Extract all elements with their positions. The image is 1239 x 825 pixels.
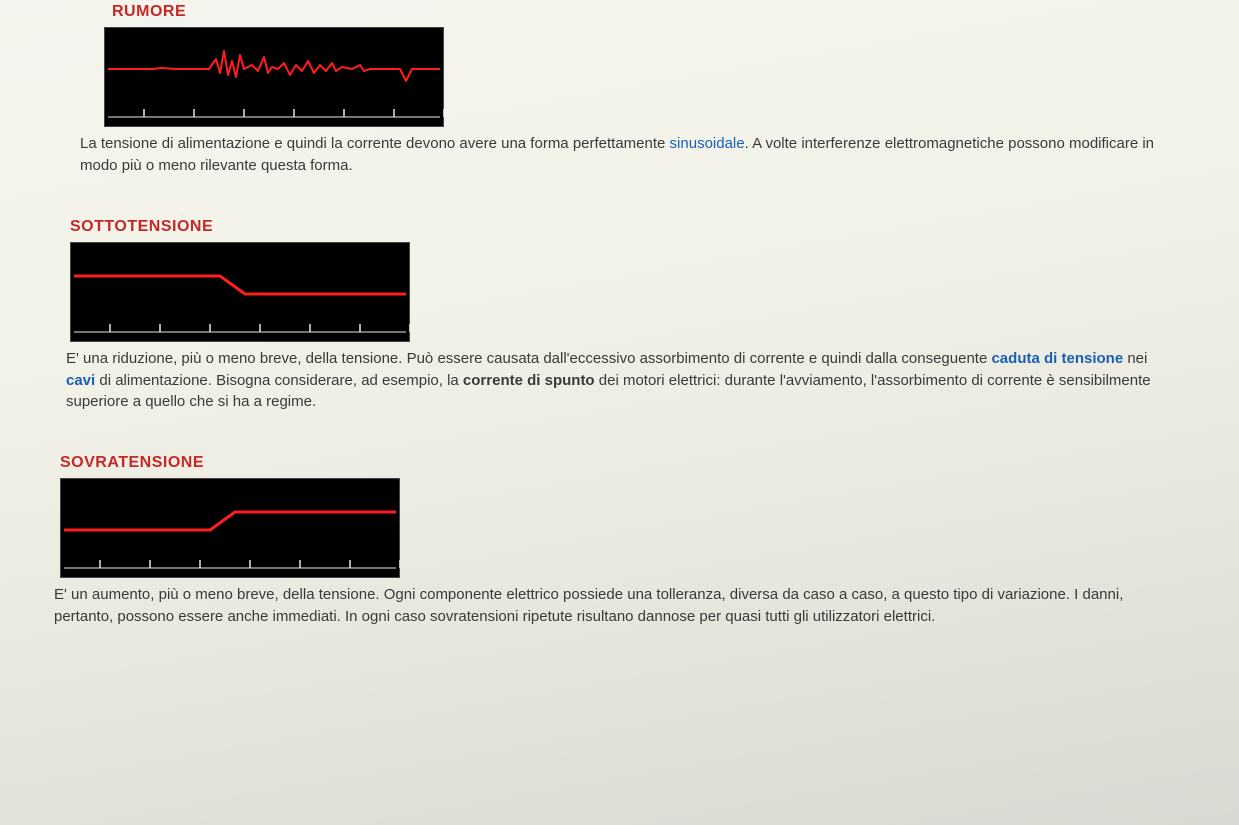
inline-link[interactable]: caduta di tensione [991, 350, 1123, 367]
section-title: SOTTOTENSIONE [70, 215, 1199, 238]
section-description: La tensione di alimentazione e quindi la… [80, 133, 1169, 177]
scope-chart-sottotensione [70, 242, 410, 342]
section-description: E' un aumento, più o meno breve, della t… [54, 584, 1169, 628]
inline-link[interactable]: cavi [66, 372, 95, 389]
scope-chart-sovratensione [60, 478, 400, 578]
inline-link[interactable]: sinusoidale [670, 135, 745, 152]
scope-chart-rumore [104, 27, 444, 127]
section-rumore: RUMORE La tensione di alimentazione e qu… [60, 0, 1199, 177]
inline-bold: corrente di spunto [463, 372, 595, 389]
section-sovratensione: SOVRATENSIONE E' un aumento, più o meno … [60, 451, 1199, 628]
section-title: RUMORE [112, 0, 1199, 23]
section-description: E' una riduzione, più o meno breve, dell… [66, 348, 1169, 413]
section-sottotensione: SOTTOTENSIONE E' una riduzione, più o me… [60, 215, 1199, 413]
section-title: SOVRATENSIONE [60, 451, 1199, 474]
